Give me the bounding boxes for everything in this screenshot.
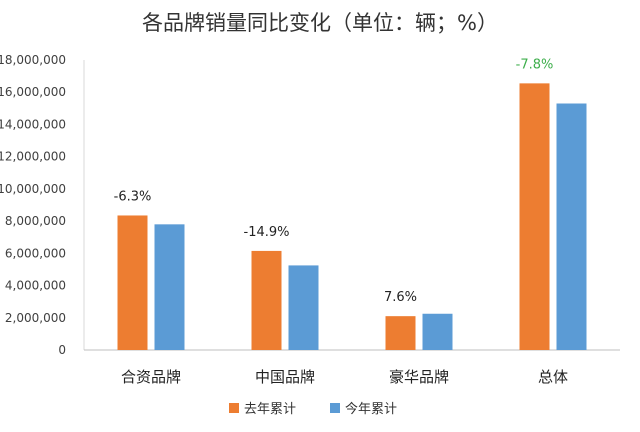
bar-last-year <box>117 215 148 350</box>
x-tick-labels: 合资品牌 中国品牌 豪华品牌 总体 <box>121 368 568 386</box>
change-label: -6.3% <box>114 189 152 204</box>
y-tick-label: 14,000,000 <box>0 117 66 131</box>
bar-last-year <box>519 83 550 350</box>
bar-last-year <box>385 316 416 350</box>
change-label: -7.8% <box>516 57 554 72</box>
change-labels: -6.3% -14.9% 7.6% -7.8% <box>114 57 554 305</box>
y-tick-label: 8,000,000 <box>5 214 66 228</box>
y-tick-label: 12,000,000 <box>0 150 66 164</box>
bar-this-year <box>288 265 319 350</box>
y-tick-label: 18,000,000 <box>0 53 66 67</box>
y-tick-label: 10,000,000 <box>0 182 66 196</box>
x-tick-label: 中国品牌 <box>255 368 315 386</box>
bars <box>117 83 587 350</box>
legend-label-this-year: 今年累计 <box>345 401 397 417</box>
chart-title: 各品牌销量同比变化（单位：辆；%） <box>142 11 498 35</box>
legend-swatch-this-year <box>330 403 340 413</box>
bar-this-year <box>422 313 453 350</box>
x-tick-label: 豪华品牌 <box>389 368 449 386</box>
y-tick-label: 16,000,000 <box>0 85 66 99</box>
bar-this-year <box>154 224 185 350</box>
x-tick-label: 合资品牌 <box>121 368 181 386</box>
y-tick-label: 0 <box>58 343 66 357</box>
y-tick-label: 4,000,000 <box>5 279 66 293</box>
legend-swatch-last-year <box>229 403 239 413</box>
x-tick-label: 总体 <box>538 368 568 386</box>
bar-last-year <box>251 250 282 350</box>
legend: 去年累计 今年累计 <box>229 401 397 417</box>
y-tick-label: 2,000,000 <box>5 311 66 325</box>
y-tick-labels: 0 2,000,000 4,000,000 6,000,000 8,000,000 10,… <box>0 53 66 357</box>
bar-this-year <box>556 103 587 350</box>
legend-label-last-year: 去年累计 <box>244 402 296 417</box>
change-label: 7.6% <box>384 290 417 305</box>
change-label: -14.9% <box>244 225 290 240</box>
y-tick-label: 6,000,000 <box>5 246 66 260</box>
